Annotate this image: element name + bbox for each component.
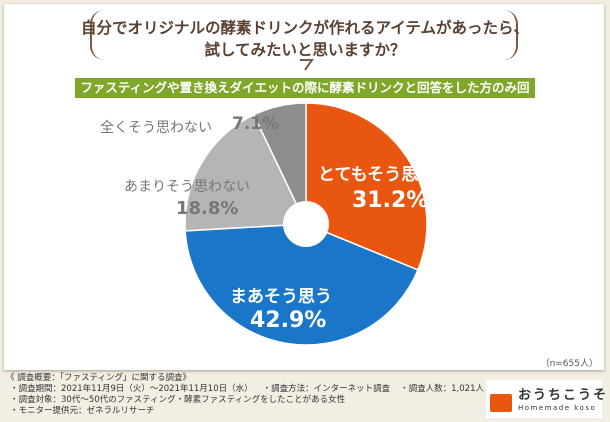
footer-overview: 《 調査概要：「ファスティング」に関する調査》 [6,373,191,383]
sample-size: （n=655人） [540,359,598,369]
footer-period: ・調査期間：2021年11月9日（火）〜2021年11月10日（水） [10,384,253,394]
value-very-much: 31.2% [352,188,429,213]
logo: おうちこうそ Homemade koso [486,380,606,418]
logo-sub: Homemade koso [518,404,597,412]
speech-bubble [90,10,518,60]
survey-footer: 《 調査概要：「ファスティング」に関する調査》 ・調査期間：2021年11月9日… [6,373,484,417]
value-not-at-all: 7.1% [232,114,280,134]
slice-not-at-all [252,102,307,225]
label-not-at-all: 全くそう思わない [100,120,212,136]
footer-target: ・調査対象：30代〜50代のファスティング・酵素ファスティングをしたことがある女… [10,395,346,405]
slice-not-much [184,113,308,232]
leader-line [269,125,279,137]
label-somewhat: まあそう思う [230,287,332,307]
value-not-much: 18.8% [176,198,239,219]
logo-name: おうちこうそ [518,388,609,403]
slice-somewhat [184,223,419,346]
footer-provider: ・モニター提供元：ゼネラルリサーチ [10,406,155,416]
label-very-much: とてもそう思う [318,165,436,185]
slice-very-much [305,102,428,271]
label-not-much: あまりそう思わない [124,179,250,195]
logo-icon [490,394,512,412]
donut-hole [283,201,329,247]
footer-count: ・調査人数：1,021人 [400,384,484,394]
question-line1: 自分でオリジナルの酵素ドリンクが作れるアイテムがあったら、 [81,19,529,37]
value-somewhat: 42.9% [250,308,327,333]
question-line2: 試してみたいと思いますか？ [204,41,406,59]
footer-method: ・調査方法：インターネット調査 [262,384,391,394]
